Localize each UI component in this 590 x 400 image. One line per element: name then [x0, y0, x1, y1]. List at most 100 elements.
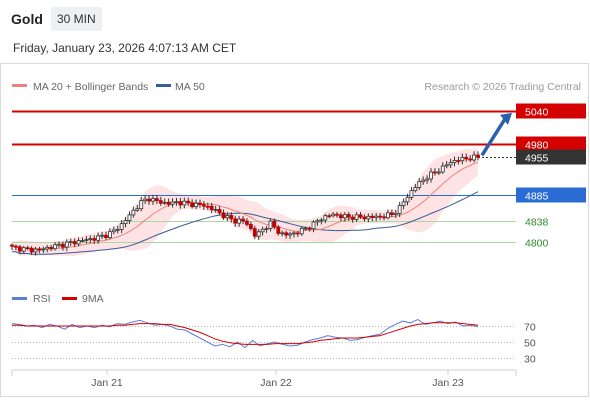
- candle: [84, 236, 89, 244]
- candle-body: [256, 231, 261, 237]
- candle-body: [61, 243, 65, 248]
- candle-body: [389, 212, 394, 216]
- candle-body: [252, 228, 257, 237]
- instrument-title: Gold: [11, 11, 43, 27]
- candle-body: [440, 165, 445, 173]
- chart-frame: [0, 63, 589, 397]
- candle-body: [382, 216, 386, 219]
- candle: [339, 212, 343, 222]
- candle-body: [213, 209, 218, 211]
- candle: [111, 226, 116, 235]
- time-label-2: Jan 23: [432, 377, 464, 389]
- candle: [448, 158, 453, 169]
- timeframe-badge[interactable]: 30 MIN: [51, 7, 102, 31]
- candle: [104, 231, 108, 241]
- candle: [100, 231, 104, 240]
- candle: [45, 244, 50, 253]
- ma20-legend-label: MA 20 + Bollinger Bands: [33, 81, 148, 93]
- candle: [151, 194, 155, 205]
- candle-body: [194, 202, 198, 208]
- ma50-legend-label: MA 50: [175, 81, 205, 93]
- candle: [460, 153, 465, 165]
- candle-body: [354, 214, 359, 220]
- level-label-4800: 4800: [525, 238, 549, 250]
- candle: [319, 218, 324, 225]
- level-tag-bg-5040: [516, 103, 586, 119]
- rsi-level-label-50: 50: [524, 338, 536, 350]
- level-tag-4838: 4838: [525, 217, 549, 229]
- candle-body: [147, 198, 151, 202]
- candle: [472, 151, 476, 163]
- candle-body: [444, 164, 449, 167]
- candle: [131, 206, 136, 218]
- candle: [135, 204, 140, 212]
- candle-body: [460, 156, 465, 162]
- candle-body: [174, 201, 179, 204]
- time-label-1: Jan 22: [260, 377, 292, 389]
- candle: [14, 244, 18, 251]
- projection-arrow: [480, 112, 512, 157]
- candle-body: [25, 247, 30, 250]
- candle-body: [327, 215, 332, 218]
- candle-body: [346, 214, 351, 218]
- candle-body: [272, 220, 277, 228]
- candle-body: [49, 246, 54, 250]
- candle-body: [331, 213, 336, 217]
- candle: [225, 212, 230, 221]
- candle-body: [335, 213, 339, 216]
- candle-body: [104, 234, 108, 239]
- candle-body: [413, 187, 418, 192]
- candle: [41, 246, 46, 253]
- candle: [119, 219, 124, 234]
- candle-body: [476, 154, 480, 158]
- candle: [425, 175, 429, 184]
- rsi-level-label-70: 70: [524, 322, 536, 334]
- candle: [366, 213, 371, 223]
- candle: [201, 200, 206, 210]
- candle-body: [29, 247, 34, 253]
- candle: [68, 238, 73, 246]
- candle: [307, 226, 312, 232]
- candle: [393, 209, 398, 218]
- candle-body: [405, 196, 410, 203]
- candle: [158, 196, 163, 206]
- ma9-legend-swatch: [62, 297, 77, 300]
- ma20-line: [11, 161, 479, 250]
- candle: [382, 213, 386, 221]
- candle-body: [448, 162, 453, 166]
- candle: [17, 244, 22, 255]
- candle-body: [421, 179, 426, 183]
- candle-body: [201, 204, 206, 207]
- candle: [323, 213, 328, 224]
- candle: [362, 214, 367, 222]
- candle-body: [276, 226, 281, 234]
- candle-body: [339, 214, 343, 219]
- candle: [397, 201, 402, 218]
- projection-arrow-head: [500, 112, 512, 125]
- candle-body: [311, 221, 316, 230]
- candle: [436, 168, 441, 175]
- rsi-level-label-30: 30: [524, 354, 536, 366]
- candle-body: [154, 198, 159, 202]
- level-label-4980: 4980: [525, 140, 549, 152]
- candle-body: [241, 218, 245, 222]
- candle-body: [198, 202, 202, 205]
- candle-body: [41, 248, 46, 251]
- candle-body: [135, 208, 140, 211]
- candle-body: [284, 232, 289, 236]
- candle-body: [80, 240, 85, 242]
- rsi-line: [11, 319, 479, 349]
- candle-body: [178, 201, 183, 206]
- candle: [170, 198, 175, 208]
- candlesticks: [10, 151, 480, 256]
- candle-body: [433, 171, 437, 174]
- candle: [217, 206, 222, 215]
- candle: [64, 239, 69, 251]
- rsi-panel: 70 50 30: [11, 319, 536, 366]
- candle: [96, 232, 101, 245]
- candle: [299, 226, 304, 237]
- candle: [186, 197, 191, 206]
- candle: [358, 212, 363, 219]
- candle: [182, 197, 187, 209]
